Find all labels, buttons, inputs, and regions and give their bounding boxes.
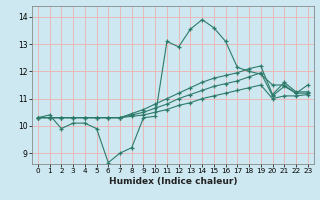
X-axis label: Humidex (Indice chaleur): Humidex (Indice chaleur) bbox=[108, 177, 237, 186]
